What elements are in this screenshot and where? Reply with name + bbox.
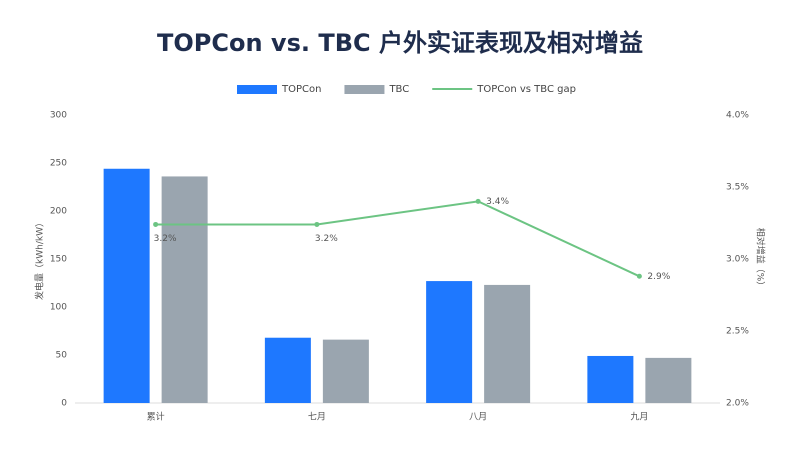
bar — [322, 339, 369, 403]
y-tick-label: 50 — [56, 351, 68, 361]
x-tick-label: 七月 — [308, 412, 326, 423]
bar — [161, 176, 208, 403]
legend-swatch — [237, 85, 277, 94]
x-tick-label: 八月 — [469, 412, 487, 423]
y2-tick-label: 2.5% — [726, 327, 749, 337]
data-label: 3.4% — [486, 197, 509, 207]
x-tick-label: 累计 — [147, 411, 165, 423]
bar — [426, 281, 473, 403]
y-tick-label: 250 — [50, 159, 67, 169]
y-tick-label: 200 — [50, 207, 67, 217]
y2-tick-label: 3.0% — [726, 255, 749, 265]
y-tick-label: 150 — [50, 255, 67, 265]
line-point — [475, 198, 481, 204]
y2-tick-label: 4.0% — [726, 111, 749, 121]
line-point — [636, 273, 642, 279]
data-label: 2.9% — [647, 272, 670, 282]
x-tick-label: 九月 — [630, 412, 648, 423]
legend-swatch — [344, 85, 385, 94]
line-point — [314, 221, 320, 227]
data-label: 3.2% — [154, 234, 177, 244]
legend-label: TBC — [388, 84, 409, 95]
y-tick-label: 300 — [50, 111, 67, 121]
line-point — [153, 221, 159, 227]
bar — [645, 357, 692, 403]
y2-axis-label: 相对增益（%） — [755, 228, 767, 291]
y2-tick-label: 3.5% — [726, 183, 749, 193]
bar — [264, 337, 311, 403]
y2-tick-label: 2.0% — [726, 399, 749, 409]
chart-title: TOPCon vs. TBC 户外实证表现及相对增益 — [157, 29, 643, 57]
y-tick-label: 0 — [61, 399, 67, 409]
legend-label: TOPCon vs TBC gap — [476, 84, 576, 95]
legend-label: TOPCon — [281, 84, 321, 95]
bar — [587, 355, 634, 403]
y-tick-label: 100 — [50, 303, 67, 313]
line — [155, 200, 640, 278]
y-axis-label: 发电量（kWh/kW） — [34, 218, 46, 300]
bar — [484, 284, 531, 403]
bar — [103, 168, 150, 403]
data-label: 3.2% — [315, 234, 338, 244]
